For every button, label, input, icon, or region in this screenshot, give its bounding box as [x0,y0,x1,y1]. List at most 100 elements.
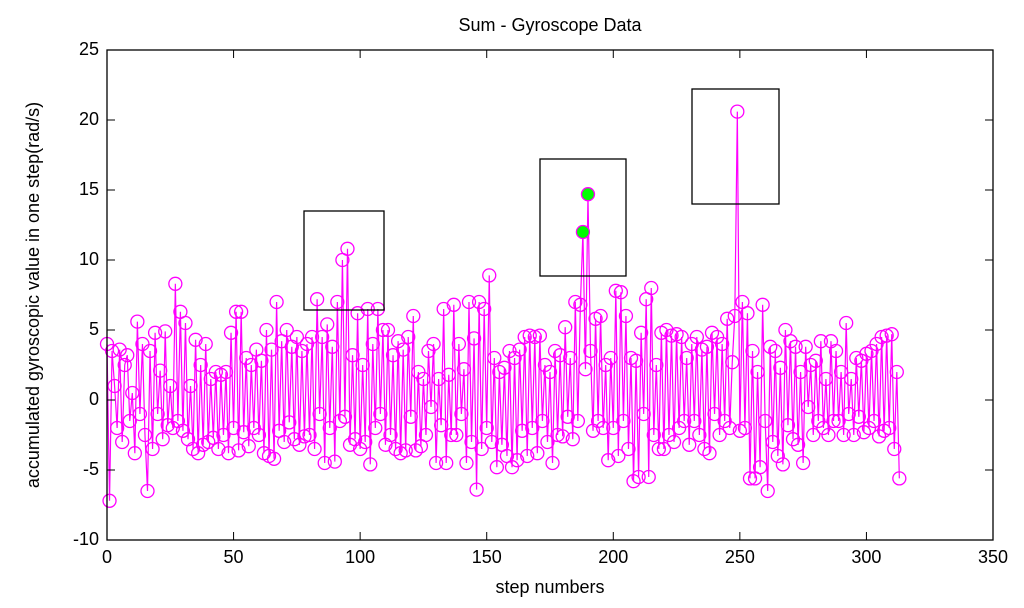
data-marker [137,427,153,443]
data-marker [874,329,889,345]
data-marker [102,493,117,508]
data-marker [183,378,198,394]
data-marker [808,353,823,368]
data-marker [307,441,322,457]
data-marker [841,406,856,422]
data-marker [780,418,796,433]
data-marker [418,427,434,443]
data-marker [722,420,737,436]
data-marker [342,437,358,452]
data-marker [565,432,580,447]
data-marker [783,334,798,349]
data-marker [871,429,887,444]
annotation-box [303,210,385,311]
data-marker [560,409,575,424]
data-marker [330,294,345,310]
data-marker [765,434,780,450]
data-marker [302,427,317,443]
data-marker [175,423,191,438]
data-marker [320,317,335,332]
data-marker [266,451,282,466]
y-tick-label: 0 [89,389,99,409]
data-marker [649,357,664,373]
data-marker [621,441,636,457]
data-marker [704,325,720,340]
data-marker [241,439,256,454]
data-marker [555,429,570,444]
data-marker [646,427,661,443]
data-marker [606,420,621,436]
data-marker [264,342,279,357]
data-marker [775,457,791,472]
data-marker [522,328,537,343]
data-marker [826,413,841,429]
data-marker [770,448,785,464]
data-marker [469,482,484,497]
data-marker [578,362,593,377]
data-marker [889,364,904,380]
data-marker [644,280,659,296]
data-marker [337,409,353,424]
x-axis-label: step numbers [495,577,604,597]
data-marker [358,434,373,450]
data-marker [818,371,834,387]
data-marker [793,364,808,380]
data-marker [795,455,811,471]
data-marker [459,455,474,471]
data-marker [451,336,467,352]
data-marker [375,322,391,338]
data-marker [482,268,497,283]
data-marker [689,329,704,345]
data-marker [563,350,578,366]
axes-box [106,49,994,541]
data-marker [833,364,849,380]
data-marker [492,364,507,380]
data-marker [383,427,398,443]
data-marker [785,432,801,447]
data-marker [158,324,173,339]
data-marker [147,325,163,340]
data-marker [444,427,459,443]
data-marker [365,336,380,352]
y-tick-label: 25 [79,39,99,59]
data-marker [520,448,535,464]
data-marker [340,241,355,256]
data-marker [401,329,416,345]
data-marker [583,343,598,359]
data-marker [373,406,388,422]
x-tick-label: 0 [102,547,112,567]
data-marker [755,297,770,312]
x-tick-label: 150 [472,547,502,567]
data-marker [216,427,231,443]
data-marker [603,350,618,366]
data-marker [231,443,246,458]
data-marker [477,301,492,317]
data-marker [752,460,768,475]
annotation-box [539,158,627,277]
data-marker [115,434,130,450]
data-marker [363,457,378,472]
data-marker [626,474,641,489]
data-marker [714,336,730,352]
data-marker [558,320,573,335]
data-marker [279,322,294,338]
data-marker [489,460,504,475]
data-marker [120,348,135,363]
data-marker [254,353,269,368]
data-marker [201,434,216,450]
data-marker [677,413,692,429]
data-marker [497,360,512,375]
data-marker [168,276,183,291]
x-tick-label: 350 [978,547,1008,567]
data-marker [292,437,307,452]
data-marker [737,420,753,436]
data-marker [390,334,406,349]
data-marker [355,357,370,373]
data-marker [839,315,854,331]
chart-title: Sum - Gyroscope Data [458,15,642,35]
data-marker [461,294,477,310]
data-marker [289,329,305,345]
data-marker [509,453,525,468]
data-marker [573,297,588,312]
